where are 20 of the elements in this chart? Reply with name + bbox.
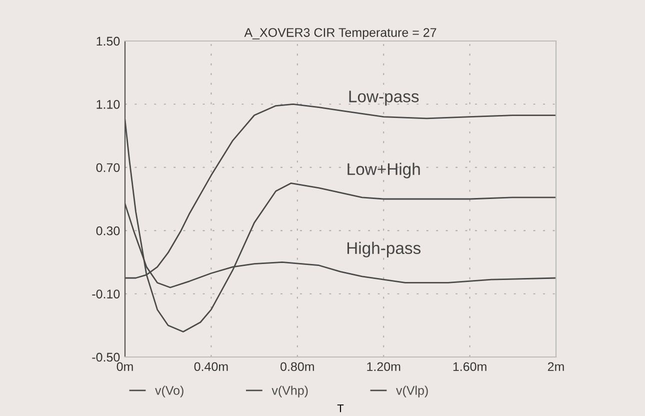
x-tick-label: 0.40m xyxy=(194,362,228,372)
x-tick-label: 1.60m xyxy=(453,362,486,372)
y-tick-label: 0.30 xyxy=(96,226,120,236)
y-tick-label: -0.10 xyxy=(92,290,120,298)
x-tick-label: 2m xyxy=(548,362,564,371)
x-tick-label: 1.20m xyxy=(367,362,400,372)
x-tick-label: 0m xyxy=(116,362,133,372)
y-tick-label: 0.70 xyxy=(96,163,120,172)
legend-label: v(Vhp) xyxy=(272,386,308,398)
annotation: High-pass xyxy=(347,242,421,258)
annotation: Low-pass xyxy=(349,90,419,106)
y-tick-label: -0.50 xyxy=(92,352,120,362)
chart-title: A_XOVER3 CIR Temperature = 27 xyxy=(244,28,436,40)
y-tick-label: 1.50 xyxy=(96,36,120,46)
annotation: Low+High xyxy=(348,162,420,178)
x-axis-title: T xyxy=(337,404,344,412)
legend-label: v(Vlp) xyxy=(396,386,428,398)
legend-label: v(Vo) xyxy=(155,386,184,398)
x-tick-label: 0.80m xyxy=(280,362,314,372)
y-tick-label: 1.10 xyxy=(96,100,120,109)
